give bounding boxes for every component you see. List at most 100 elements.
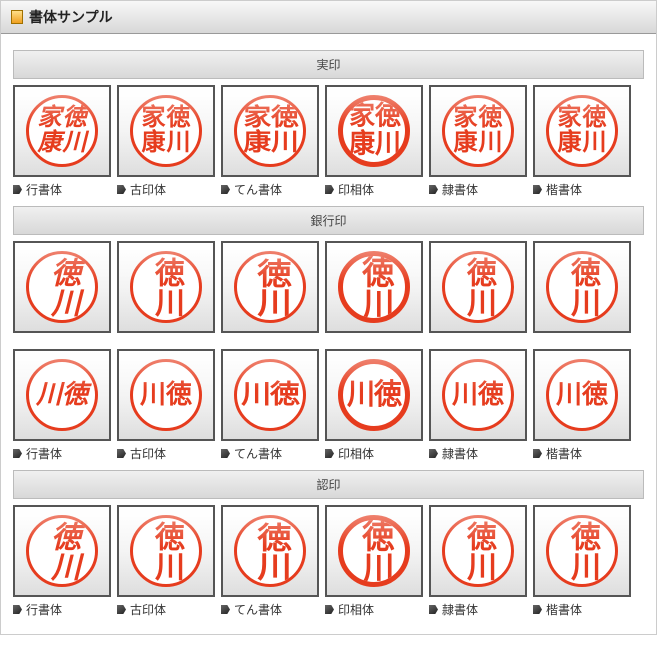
section-header: 実印 xyxy=(13,50,644,79)
stamp-grid: 徳川行書体徳川古印体徳川てん書体徳川印相体徳川隷書体徳川楷書体 xyxy=(13,505,644,618)
stamp-cell: 徳川 xyxy=(533,241,631,333)
seal-text: 徳川 xyxy=(567,257,597,317)
seal-rei: 徳川 xyxy=(442,251,514,323)
stamp-frame: 徳川 xyxy=(221,505,319,597)
font-label: 楷書体 xyxy=(533,181,631,198)
stamp-cell: 川徳古印体 xyxy=(117,349,215,462)
stamp-frame: 徳川 xyxy=(429,241,527,333)
stamp-cell: 川徳てん書体 xyxy=(221,349,319,462)
seal-koin: 家康徳川 xyxy=(130,95,202,167)
seal-gyou: 徳川 xyxy=(26,251,98,323)
stamp-cell: 徳川 xyxy=(117,241,215,333)
stamp-frame: 徳川 xyxy=(117,505,215,597)
stamp-frame: 川徳 xyxy=(325,349,423,441)
font-label: 隷書体 xyxy=(429,181,527,198)
stamp-cell: 川徳楷書体 xyxy=(533,349,631,462)
stamp-frame: 家康徳川 xyxy=(533,85,631,177)
stamp-frame: 家康徳川 xyxy=(117,85,215,177)
seal-text: 徳川 xyxy=(463,521,493,581)
seal-text: 川徳 xyxy=(452,382,504,408)
stamp-frame: 川徳 xyxy=(221,349,319,441)
seal-gyou: 川徳 xyxy=(26,359,98,431)
seal-text: 徳川 xyxy=(463,257,493,317)
font-label: 古印体 xyxy=(117,601,215,618)
stamp-cell: 川徳隷書体 xyxy=(429,349,527,462)
stamp-frame: 家康徳川 xyxy=(429,85,527,177)
stamp-cell: 徳川隷書体 xyxy=(429,505,527,618)
panel-title: 書体サンプル xyxy=(29,7,113,27)
stamp-frame: 川徳 xyxy=(117,349,215,441)
stamp-cell: 徳川てん書体 xyxy=(221,505,319,618)
stamp-frame: 川徳 xyxy=(429,349,527,441)
seal-text: 川徳 xyxy=(347,380,401,409)
stamp-frame: 徳川 xyxy=(429,505,527,597)
stamp-frame: 徳川 xyxy=(221,241,319,333)
seal-text: 徳川 xyxy=(358,255,390,320)
seal-kai: 徳川 xyxy=(546,515,618,587)
stamp-cell: 家康徳川てん書体 xyxy=(221,85,319,198)
seal-text: 川徳 xyxy=(241,382,299,408)
font-label: 行書体 xyxy=(13,181,111,198)
stamp-cell: 家康徳川古印体 xyxy=(117,85,215,198)
font-label: 行書体 xyxy=(13,445,111,462)
stamp-cell: 徳川楷書体 xyxy=(533,505,631,618)
stamp-cell: 川徳印相体 xyxy=(325,349,423,462)
section-header: 認印 xyxy=(13,470,644,499)
section-header: 銀行印 xyxy=(13,206,644,235)
seal-tenn: 川徳 xyxy=(234,359,306,431)
stamp-frame: 家康徳川 xyxy=(13,85,111,177)
seal-gyou: 家康徳川 xyxy=(26,95,98,167)
seal-insou: 徳川 xyxy=(338,251,410,323)
seal-koin: 川徳 xyxy=(130,359,202,431)
seal-text: 徳川 xyxy=(358,519,390,584)
font-label: てん書体 xyxy=(221,445,319,462)
seal-kai: 家康徳川 xyxy=(546,95,618,167)
stamp-frame: 徳川 xyxy=(117,241,215,333)
stamp-cell: 徳川 xyxy=(325,241,423,333)
seal-text: 徳川 xyxy=(151,521,181,581)
seal-text: 川徳 xyxy=(140,382,192,408)
seal-tenn: 家康徳川 xyxy=(234,95,306,167)
stamp-cell: 徳川 xyxy=(221,241,319,333)
seal-gyou: 徳川 xyxy=(26,515,98,587)
stamp-frame: 家康徳川 xyxy=(325,85,423,177)
stamp-frame: 川徳 xyxy=(533,349,631,441)
stamp-cell: 徳川印相体 xyxy=(325,505,423,618)
stamp-frame: 徳川 xyxy=(533,505,631,597)
seal-koin: 徳川 xyxy=(130,515,202,587)
seal-rei: 家康徳川 xyxy=(442,95,514,167)
seal-tenn: 徳川 xyxy=(234,251,306,323)
stamp-cell: 徳川古印体 xyxy=(117,505,215,618)
font-label: 楷書体 xyxy=(533,601,631,618)
stamp-cell: 家康徳川印相体 xyxy=(325,85,423,198)
seal-kai: 川徳 xyxy=(546,359,618,431)
seal-text: 川徳 xyxy=(36,382,88,408)
stamp-cell: 家康徳川楷書体 xyxy=(533,85,631,198)
font-label: てん書体 xyxy=(221,181,319,198)
stamp-frame: 徳川 xyxy=(325,241,423,333)
seal-text: 徳川 xyxy=(47,521,77,581)
stamp-cell: 徳川 xyxy=(13,241,111,333)
seal-text: 徳川 xyxy=(47,257,77,317)
stamp-cell: 川徳行書体 xyxy=(13,349,111,462)
seal-rei: 川徳 xyxy=(442,359,514,431)
stamp-cell: 家康徳川行書体 xyxy=(13,85,111,198)
seal-insou: 徳川 xyxy=(338,515,410,587)
font-label: 隷書体 xyxy=(429,601,527,618)
seal-text: 家康徳川 xyxy=(142,106,191,156)
panel-header: 書体サンプル xyxy=(1,1,656,34)
stamp-cell: 徳川 xyxy=(429,241,527,333)
seal-text: 家康徳川 xyxy=(38,106,87,156)
font-label: 楷書体 xyxy=(533,445,631,462)
seal-text: 家康徳川 xyxy=(558,106,607,156)
header-icon xyxy=(11,10,23,24)
seal-kai: 徳川 xyxy=(546,251,618,323)
seal-text: 徳川 xyxy=(567,521,597,581)
seal-text: 家康徳川 xyxy=(243,106,297,156)
stamp-frame: 家康徳川 xyxy=(221,85,319,177)
stamp-cell: 徳川行書体 xyxy=(13,505,111,618)
seal-tenn: 徳川 xyxy=(234,515,306,587)
seal-text: 徳川 xyxy=(253,522,288,580)
seal-text: 徳川 xyxy=(151,257,181,317)
seal-text: 川徳 xyxy=(556,382,608,408)
